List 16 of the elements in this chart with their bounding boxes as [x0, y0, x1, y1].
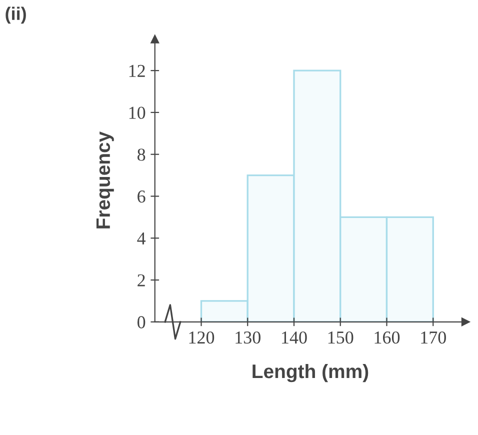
y-tick-label: 6	[138, 190, 146, 203]
y-tick-label: 12	[129, 64, 145, 77]
x-tick-label: 150	[328, 331, 354, 344]
x-tick-label: 120	[189, 331, 214, 344]
x-tick-label: 140	[282, 331, 307, 344]
x-axis-title: Length (mm)	[252, 364, 368, 382]
y-tick-label: 10	[129, 106, 146, 119]
x-tick-label: 160	[374, 331, 400, 344]
y-tick-label: 2	[138, 274, 145, 286]
y-axis-title: Frequency	[96, 131, 114, 228]
y-tick-label: 4	[137, 232, 146, 244]
y-tick-label: 0	[138, 316, 146, 328]
y-tick-label: 8	[138, 148, 146, 161]
x-tick-label: 130	[236, 331, 260, 344]
chart-title: (ii)	[6, 6, 26, 24]
x-tick-label: 170	[421, 331, 446, 344]
